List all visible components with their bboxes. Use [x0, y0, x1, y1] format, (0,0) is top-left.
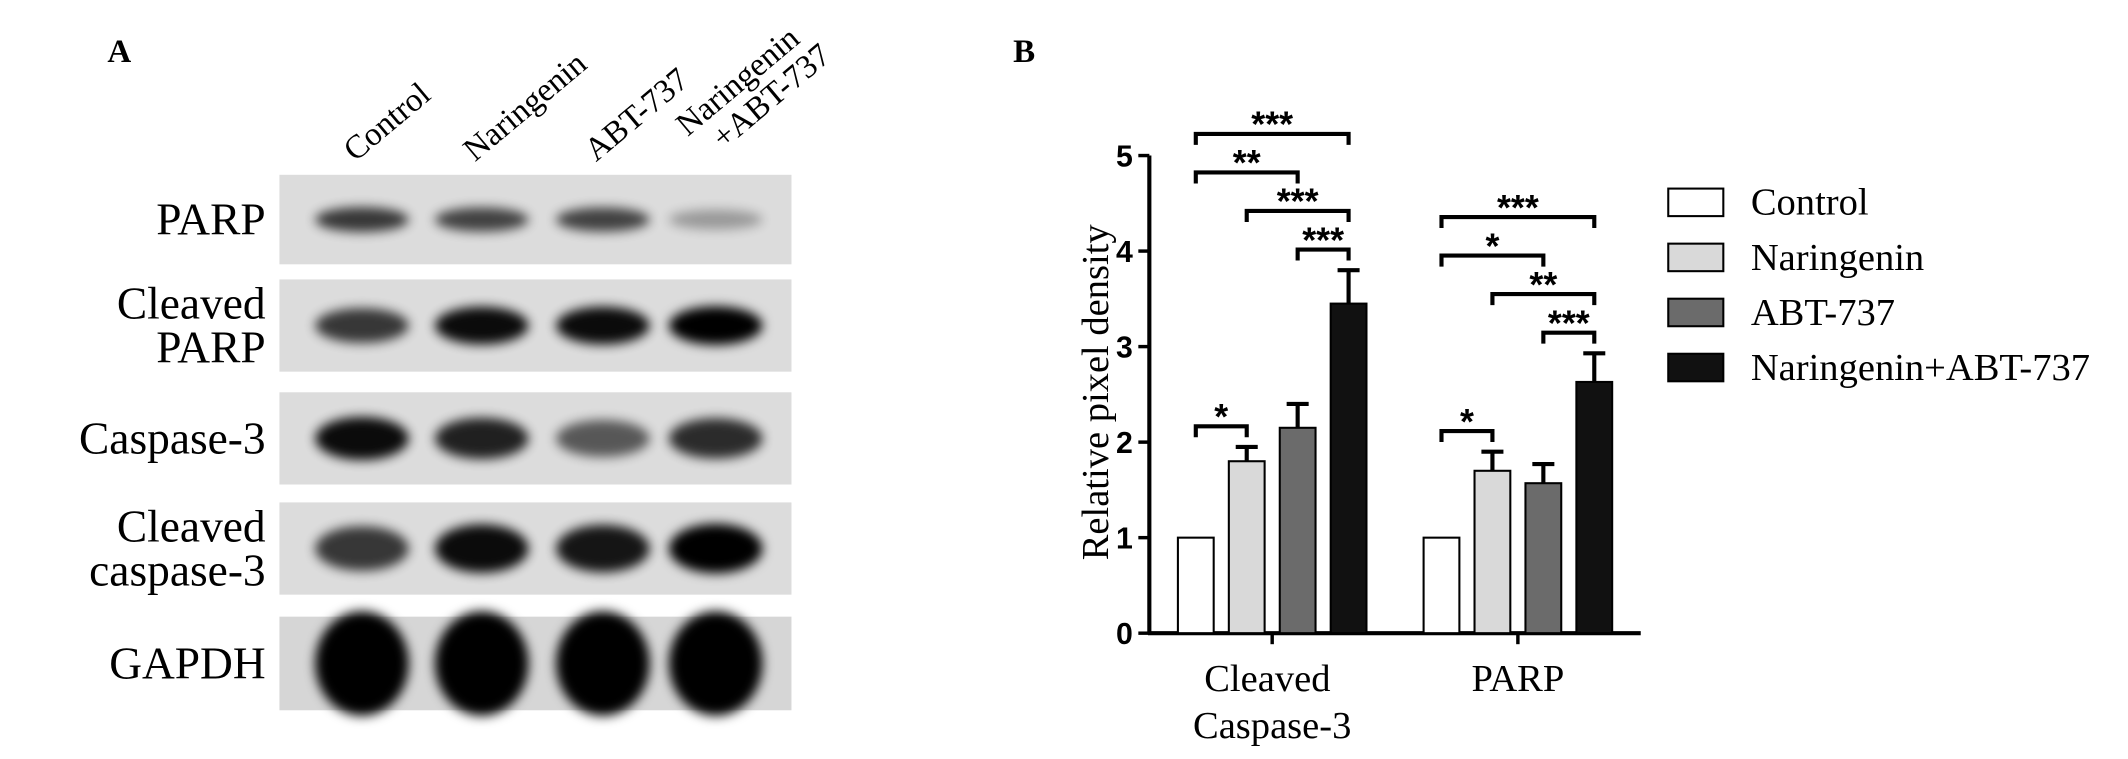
- row-label: Caspase-3: [79, 414, 266, 464]
- significance-label: *: [1460, 402, 1474, 442]
- blot-band: [556, 611, 650, 716]
- blot-band: [556, 524, 650, 573]
- row-label: GAPDH: [109, 639, 265, 689]
- y-tick-label: 1: [1116, 523, 1133, 556]
- significance-label: *: [1485, 226, 1499, 266]
- significance-bracket: [1541, 330, 1597, 344]
- blot-band: [556, 306, 650, 345]
- y-tick-label: 5: [1116, 141, 1133, 174]
- blot-band: [434, 417, 529, 460]
- lane-label-line: Naringenin: [457, 45, 594, 168]
- row-label: caspase-3: [89, 546, 265, 596]
- significance-bracket: [1439, 428, 1495, 443]
- blot-band: [434, 611, 529, 716]
- blot-band: [315, 308, 409, 343]
- bar: [1524, 482, 1563, 635]
- bar: [1278, 426, 1317, 635]
- row-label: PARP: [156, 323, 265, 373]
- error-bar: [1583, 351, 1606, 382]
- significance-bracket: [1439, 214, 1597, 229]
- blot-band: [556, 419, 650, 457]
- significance-bracket: [1193, 170, 1300, 184]
- blot-band: [315, 416, 409, 460]
- x-tick-label: Cleaved Caspase-3: [1193, 658, 1351, 747]
- error-bar: [1286, 401, 1309, 428]
- legend-swatch: [1667, 242, 1725, 273]
- significance-bracket: [1244, 208, 1351, 223]
- legend-swatch: [1667, 187, 1725, 218]
- bar: [1227, 460, 1266, 635]
- blot-band: [434, 306, 529, 345]
- row-label: PARP: [156, 195, 265, 245]
- row-label: Cleaved: [117, 502, 266, 552]
- x-tick-label: PARP: [1471, 658, 1564, 700]
- legend-label: Naringenin: [1751, 237, 1924, 279]
- lane-label-line: Control: [337, 76, 437, 168]
- row-label: Cleaved: [117, 279, 266, 329]
- y-tick-label: 3: [1116, 332, 1133, 365]
- blot-band: [434, 524, 529, 573]
- blot-band: [315, 526, 409, 571]
- significance-bracket: [1193, 131, 1351, 145]
- bar: [1575, 380, 1614, 635]
- blot-band: [556, 207, 650, 232]
- panel-label: B: [1013, 34, 1035, 70]
- y-tick-label: 4: [1116, 236, 1133, 269]
- bar: [1473, 469, 1512, 635]
- legend-swatch: [1667, 352, 1725, 383]
- significance-label: *: [1214, 397, 1228, 437]
- significance-bracket: [1490, 292, 1597, 306]
- y-axis-label: Relative pixel density: [1075, 224, 1117, 561]
- blot-band: [315, 207, 409, 232]
- significance-label: ***: [1251, 105, 1293, 145]
- lane-label: Naringenin+ABT-737: [670, 20, 838, 156]
- legend-swatch: [1667, 297, 1725, 328]
- lane-label: Control: [337, 76, 437, 168]
- error-bar: [1481, 449, 1504, 471]
- legend-label: Naringenin+ABT-737: [1751, 347, 2090, 389]
- blot-band: [315, 611, 409, 716]
- error-bar: [1337, 268, 1360, 304]
- significance-label: **: [1233, 143, 1261, 183]
- blot-band: [668, 306, 763, 345]
- panel-label: A: [107, 34, 131, 70]
- blot-band: [668, 418, 763, 459]
- significance-bracket: [1295, 247, 1351, 261]
- error-bar: [1235, 444, 1258, 462]
- significance-label: **: [1529, 265, 1557, 305]
- bar: [1176, 536, 1215, 635]
- lane-label: Naringenin: [457, 45, 594, 168]
- significance-bracket: [1193, 424, 1249, 438]
- blot-band: [668, 209, 763, 230]
- blot-band: [668, 523, 763, 574]
- y-tick-label: 0: [1116, 618, 1133, 651]
- legend-label: ABT-737: [1751, 292, 1895, 334]
- blot-band: [434, 207, 529, 232]
- significance-label: ***: [1302, 220, 1344, 260]
- significance-label: ***: [1277, 182, 1319, 222]
- bar: [1329, 302, 1368, 635]
- significance-bracket: [1439, 253, 1546, 267]
- legend-label: Control: [1751, 182, 1869, 224]
- blot-band: [668, 611, 763, 716]
- significance-label: ***: [1497, 188, 1539, 228]
- significance-label: ***: [1548, 303, 1590, 343]
- bar: [1422, 536, 1461, 635]
- y-tick-label: 2: [1116, 427, 1133, 460]
- error-bar: [1532, 462, 1555, 484]
